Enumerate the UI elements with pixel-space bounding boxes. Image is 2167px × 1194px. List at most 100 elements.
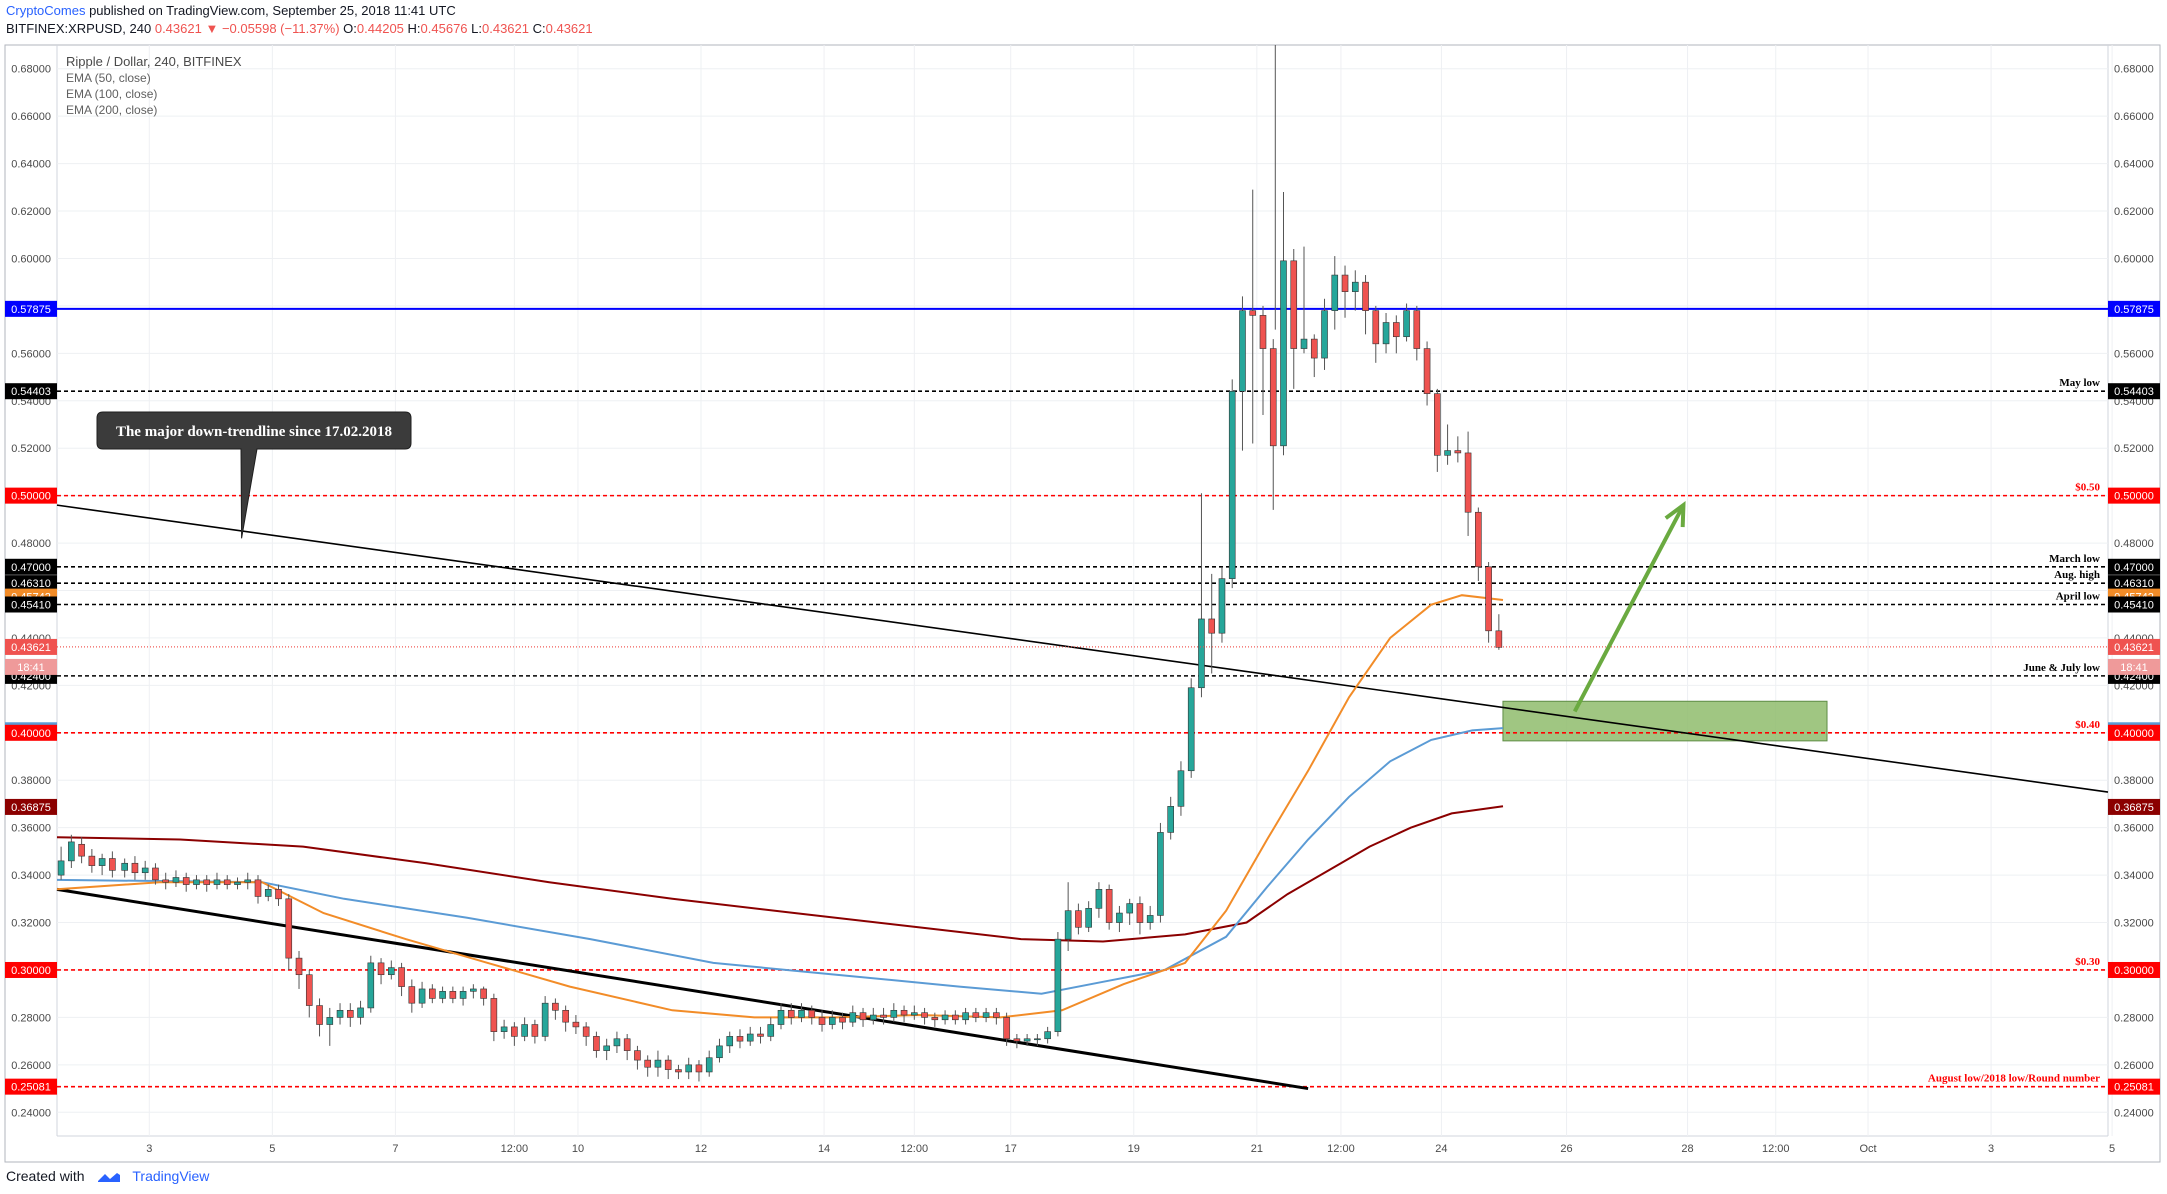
tradingview-link[interactable]: TradingView [132,1168,210,1184]
candle-body [1044,1031,1051,1040]
candle-body [336,1009,344,1018]
candle [439,986,446,1004]
candle-body [78,843,85,857]
candle [1187,678,1195,778]
candle-body [757,1033,764,1037]
candle [644,1055,651,1077]
axis-price-tag [5,487,57,504]
candle-body [634,1050,641,1061]
right-tick-label: 0.68000 [2114,64,2154,76]
candle-body [1064,910,1072,940]
candle-body [1485,566,1492,632]
candle [1116,905,1123,933]
candle-body [1269,348,1277,447]
candle-body [511,1026,518,1037]
candle-body [1126,903,1133,914]
level-label: April low [2056,590,2100,602]
candle [1444,424,1451,465]
candle-body [1177,770,1185,807]
candle-body [880,1014,887,1018]
axis-price-tag [2108,383,2160,400]
candle [511,1022,518,1046]
candle [552,998,559,1020]
candle [798,1003,805,1023]
candle-body [552,1002,559,1011]
candle-body [398,967,405,987]
candle [1044,1026,1051,1044]
candle [1269,339,1277,510]
candle [141,860,149,880]
low-label: L: [471,21,482,36]
time-tick-label: 12:00 [501,1143,529,1155]
time-tick-label: Oct [1859,1143,1876,1155]
candle [818,1010,826,1032]
candle-body [234,881,241,885]
candle [1228,379,1236,589]
left-tick-label: 0.32000 [11,918,51,930]
candle [1300,246,1308,354]
candle [109,851,116,878]
axis-price-tag-label: 0.30000 [11,965,51,977]
candle [880,1007,887,1025]
candle-body [818,1017,826,1025]
candle [244,872,252,890]
axis-price-tag-label: 0.43621 [11,642,51,654]
candle-body [859,1012,867,1021]
candle-body [213,879,221,885]
target-arrow-head [1664,501,1686,528]
right-tick-label: 0.24000 [2114,1107,2154,1119]
candle [695,1060,703,1082]
candle-body [377,962,385,976]
axis-price-tag-label: 0.57875 [11,304,51,316]
candle [972,1007,980,1023]
candle-body [1393,322,1400,338]
candle-body [767,1024,775,1037]
candle-body [849,1012,857,1023]
candle-body [193,879,200,885]
candle [1218,566,1226,643]
candle [1485,562,1492,643]
candle [275,884,282,906]
right-tick-label: 0.60000 [2114,253,2154,265]
tradingview-logo-icon [98,1173,121,1183]
trendline [56,887,1309,1091]
candle [1434,388,1441,472]
candle-body [223,879,231,885]
candle [1259,305,1267,415]
candle-body [828,1017,836,1025]
axis-price-tag-label: 0.47000 [2114,562,2154,574]
right-tick-label: 0.38000 [2114,775,2154,787]
candle-body [623,1038,631,1051]
candle-body [1434,393,1441,456]
candle-body [1475,511,1482,568]
candle [1239,296,1246,451]
candle-body [1413,310,1421,349]
chart-frame [4,44,2161,1163]
candle-body [1280,260,1287,447]
axis-price-tag-label: 0.54403 [11,386,51,398]
candle-body [1085,908,1092,928]
time-tick-label: 21 [1251,1143,1263,1155]
countdown-label: 18:41 [2120,662,2148,674]
candle-body [1249,310,1257,316]
candle-body [98,858,106,866]
candle-body [490,998,498,1032]
candle [787,1003,795,1025]
candle-body [1075,910,1082,928]
candle-body [326,1017,334,1025]
trendline-callout [96,411,412,539]
symbol-label: BITFINEX:XRPUSD, 240 [6,21,152,36]
candle [234,877,241,890]
candle [1177,761,1185,816]
author-link[interactable]: CryptoComes [6,3,86,18]
candle [705,1050,713,1077]
candle-body [388,967,395,976]
right-tick-label: 0.66000 [2114,111,2154,123]
candle [1003,1012,1010,1046]
candle [470,984,477,999]
time-tick-label: 3 [146,1143,152,1155]
candle-body [521,1024,528,1037]
candle [1310,334,1318,378]
candle-body [449,991,457,999]
